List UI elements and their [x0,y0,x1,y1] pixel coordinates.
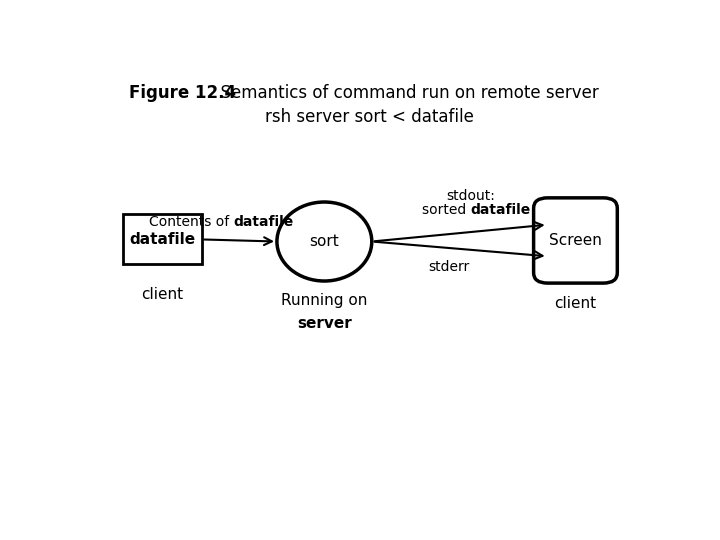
Text: stderr: stderr [428,260,469,274]
Ellipse shape [277,202,372,281]
Text: client: client [141,287,184,302]
Text: datafile: datafile [471,203,531,217]
FancyBboxPatch shape [534,198,617,283]
Text: datafile: datafile [234,215,294,229]
Text: datafile: datafile [130,232,196,247]
Text: sorted: sorted [422,203,471,217]
Text: sort: sort [310,234,339,249]
Text: Running on: Running on [282,294,367,308]
Text: Contents of: Contents of [149,215,234,229]
Text: server: server [297,316,352,332]
Text: rsh server sort < datafile: rsh server sort < datafile [264,109,474,126]
Text: Semantics of command run on remote server: Semantics of command run on remote serve… [210,84,599,102]
Text: Screen: Screen [549,233,602,248]
FancyBboxPatch shape [124,214,202,265]
Text: client: client [554,295,597,310]
Text: Figure 12.4: Figure 12.4 [129,84,236,102]
Text: stdout:: stdout: [446,188,495,202]
